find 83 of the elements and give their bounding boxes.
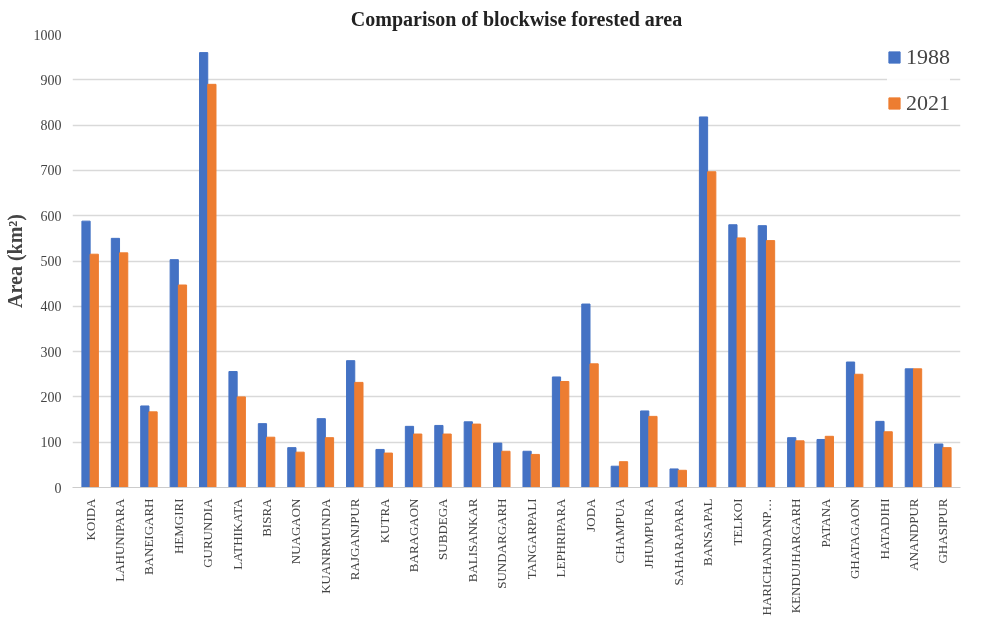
x-tick-label: TELKOI bbox=[729, 498, 745, 546]
x-tick-label: GHASIPUR bbox=[935, 498, 951, 564]
bar bbox=[912, 368, 923, 488]
legend-label: 2021 bbox=[906, 90, 950, 116]
x-tick-label: LEPHRIPARA bbox=[553, 497, 569, 578]
x-tick-label: LATHIKATA bbox=[229, 497, 245, 570]
bar bbox=[677, 469, 687, 488]
bar bbox=[236, 396, 246, 488]
bar bbox=[89, 253, 99, 488]
x-tick-label: KUTRA bbox=[376, 497, 392, 544]
x-tick-label: ANANDPUR bbox=[905, 498, 921, 571]
x-tick-label: JHUMPURA bbox=[641, 497, 657, 569]
y-tick-label: 400 bbox=[40, 299, 62, 315]
bar bbox=[501, 450, 511, 488]
bar bbox=[618, 461, 629, 488]
bar bbox=[119, 252, 129, 488]
x-tick-label: GURUNDIA bbox=[200, 497, 216, 568]
bar bbox=[442, 433, 452, 488]
bar bbox=[824, 435, 834, 488]
x-tick-label: GHATAGAON bbox=[847, 497, 863, 580]
x-tick-label: BARAGAON bbox=[406, 497, 422, 573]
y-tick-label: 600 bbox=[40, 208, 62, 224]
x-tick-label: HATADIHI bbox=[876, 498, 892, 560]
bar bbox=[295, 451, 305, 488]
y-tick-label: 300 bbox=[40, 344, 62, 360]
bar bbox=[148, 411, 158, 488]
y-tick-label: 700 bbox=[40, 163, 62, 179]
y-tick-label: 100 bbox=[40, 435, 62, 451]
bar bbox=[266, 436, 276, 488]
y-tick-label: 0 bbox=[54, 480, 62, 496]
bar bbox=[816, 438, 826, 488]
x-tick-label: PATANA bbox=[817, 497, 833, 548]
bar bbox=[383, 452, 393, 488]
bar bbox=[413, 433, 423, 488]
legend-label: 1988 bbox=[906, 44, 950, 70]
bar bbox=[228, 371, 238, 488]
x-tick-label: CHAMPUA bbox=[611, 497, 627, 564]
x-tick-label: KENDUJHARGARH bbox=[788, 498, 804, 614]
bar bbox=[648, 415, 658, 488]
x-tick-label: BANEIGARH bbox=[141, 498, 157, 576]
bar bbox=[883, 431, 893, 488]
x-tick-label: BANSAPAL bbox=[700, 498, 716, 566]
bar bbox=[207, 83, 217, 488]
bar bbox=[177, 284, 188, 488]
x-tick-label: SUNDARGARH bbox=[494, 498, 510, 589]
x-tick-label: SAHARAPARA bbox=[670, 497, 686, 586]
bar bbox=[736, 237, 746, 488]
y-tick-label: 1000 bbox=[33, 27, 62, 43]
x-tick-label: NUAGAON bbox=[288, 497, 304, 565]
bar bbox=[589, 363, 599, 488]
y-tick-label: 900 bbox=[40, 72, 62, 88]
chart-title: Comparison of blockwise forested area bbox=[350, 7, 683, 31]
y-tick-label: 500 bbox=[40, 254, 62, 269]
bar bbox=[471, 423, 482, 488]
bar bbox=[169, 259, 179, 488]
bar bbox=[324, 437, 335, 488]
bar bbox=[354, 381, 364, 488]
x-tick-label: LAHUNIPARA bbox=[112, 497, 128, 582]
bar bbox=[854, 373, 864, 488]
bar bbox=[522, 450, 532, 488]
bar bbox=[669, 468, 679, 488]
x-tick-label: SUBDEGA bbox=[435, 497, 451, 560]
bar bbox=[316, 418, 326, 488]
x-tick-label: KOIDA bbox=[82, 497, 98, 541]
y-tick-label: 800 bbox=[40, 118, 62, 134]
bar bbox=[707, 171, 717, 488]
bar bbox=[942, 447, 952, 488]
y-axis-title: Area (km²) bbox=[3, 214, 27, 308]
x-tick-label: HARICHANDANP… bbox=[758, 498, 774, 616]
x-tick-label: TANGARPALI bbox=[523, 498, 539, 580]
x-tick-label: JODA bbox=[582, 497, 598, 532]
x-tick-label: BISRA bbox=[259, 497, 275, 537]
x-tick-label: BALISANKAR bbox=[464, 498, 480, 583]
x-tick-label: RAJGANJPUR bbox=[347, 498, 363, 581]
y-tick-label: 200 bbox=[40, 389, 62, 405]
bar bbox=[530, 453, 540, 488]
bar bbox=[795, 440, 805, 488]
x-tick-label: HEMGIRI bbox=[170, 498, 186, 555]
bar bbox=[581, 303, 591, 488]
bar bbox=[765, 240, 776, 488]
bar bbox=[560, 381, 570, 488]
x-tick-label: KUANRMUNDA bbox=[317, 497, 333, 594]
bar bbox=[375, 448, 385, 488]
